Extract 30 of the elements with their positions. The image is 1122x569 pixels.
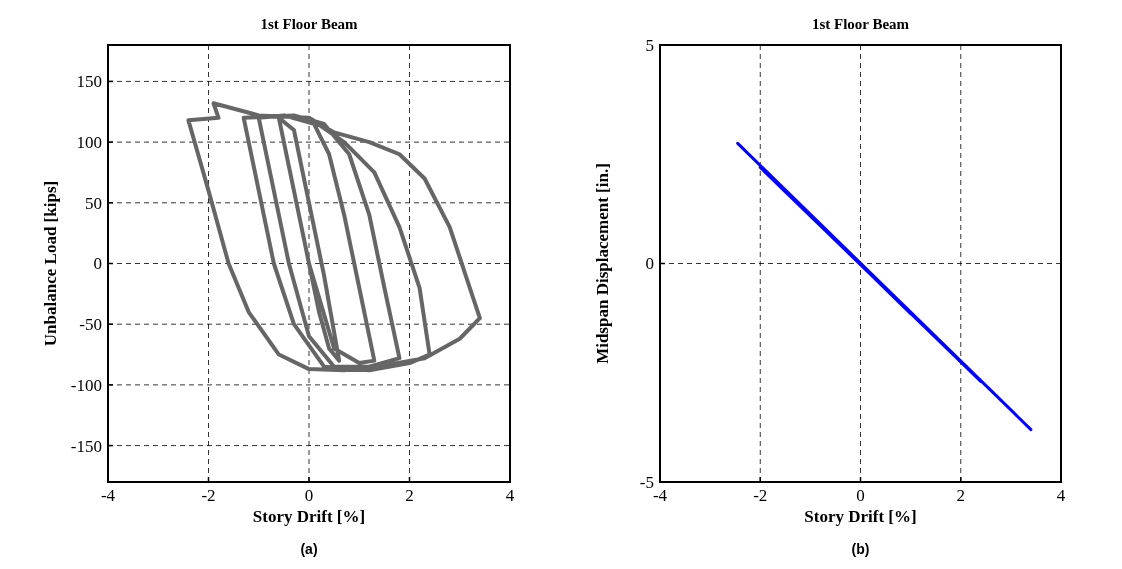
x-tick-label: -2 [201, 486, 216, 505]
x-tick-label: 2 [956, 486, 965, 505]
y-tick-label: 0 [645, 254, 654, 274]
y-axis-title: Unbalance Load [kips] [41, 180, 60, 347]
x-tick-label: -2 [753, 486, 768, 505]
y-tick-label: -50 [79, 315, 102, 335]
y-tick-label: -150 [70, 436, 102, 456]
y-tick-label: 100 [76, 133, 102, 153]
y-tick-label: 150 [76, 72, 102, 92]
x-tick-label: 4 [1056, 486, 1066, 505]
y-tick-label: -5 [639, 472, 654, 492]
line-series [186, 101, 482, 373]
chart-title: 1st Floor Beam [811, 16, 910, 32]
y-tick-label: 5 [645, 35, 654, 55]
x-tick-label: 4 [505, 486, 515, 505]
x-tick-label: 2 [405, 486, 414, 505]
x-tick-label: -4 [100, 486, 116, 505]
x-tick-label: -4 [652, 486, 668, 505]
x-tick-label: 0 [304, 486, 314, 505]
line-series [736, 141, 1033, 432]
x-axis-title: Story Drift [%] [252, 507, 366, 526]
x-axis-title: Story Drift [%] [804, 507, 917, 526]
y-tick-label: -100 [70, 375, 102, 395]
chart-title: 1st Floor Beam [260, 16, 359, 32]
y-axis-title: Midspan Displacement [in.] [593, 163, 612, 364]
y-tick-label: 50 [85, 193, 102, 213]
x-tick-label: 0 [856, 486, 865, 505]
y-tick-label: 0 [93, 254, 102, 274]
text: (b) [851, 541, 870, 557]
text: (a) [300, 541, 318, 557]
